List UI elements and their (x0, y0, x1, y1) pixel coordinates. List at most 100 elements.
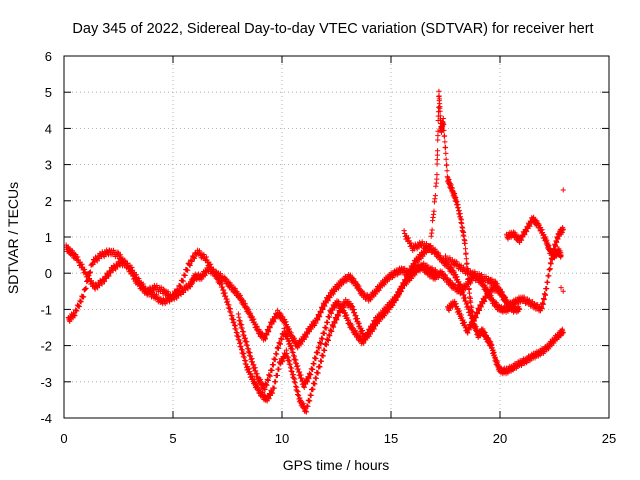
data-point (560, 187, 566, 193)
data-point (99, 281, 105, 287)
data-point (434, 272, 440, 278)
data-point (277, 341, 284, 347)
data-point (84, 278, 90, 284)
data-point (316, 345, 322, 351)
data-point (465, 281, 472, 287)
data-point (267, 325, 273, 331)
y-tick-label: 1 (45, 230, 52, 245)
y-tick-label: -2 (40, 339, 52, 354)
data-point (208, 261, 214, 267)
data-point (322, 347, 328, 354)
data-point (264, 332, 270, 338)
series-track-e (442, 224, 566, 314)
data-point (444, 168, 450, 174)
data-point (269, 390, 275, 396)
data-point (441, 121, 447, 127)
data-point (443, 156, 449, 162)
data-point (555, 236, 561, 242)
data-point (272, 357, 278, 363)
data-points (63, 88, 566, 415)
data-point (463, 250, 469, 256)
data-point (178, 283, 184, 289)
data-point (431, 208, 437, 214)
data-point (437, 103, 443, 110)
data-point (81, 266, 88, 272)
data-point (306, 376, 312, 382)
data-point (182, 272, 188, 279)
data-point (85, 277, 91, 284)
data-point (547, 266, 553, 272)
data-point (434, 176, 440, 182)
data-point (73, 307, 79, 314)
y-tick-label: 0 (45, 266, 52, 281)
data-point (165, 289, 171, 295)
data-point (332, 305, 338, 311)
data-point (462, 240, 468, 246)
data-point (187, 284, 194, 290)
data-point (559, 229, 565, 235)
data-point (442, 139, 448, 145)
x-tick-label: 10 (275, 431, 289, 446)
data-point (303, 409, 310, 415)
data-point (276, 366, 282, 372)
data-point (117, 252, 123, 258)
data-point (315, 350, 321, 356)
data-point (266, 329, 272, 335)
data-point (267, 373, 273, 379)
data-point (76, 303, 82, 309)
data-point (403, 278, 409, 284)
data-point (468, 325, 474, 331)
data-point (471, 318, 477, 324)
data-point (189, 258, 195, 265)
data-point (325, 319, 331, 326)
data-point (435, 137, 441, 143)
data-point (436, 96, 443, 102)
x-tick-label: 25 (602, 431, 616, 446)
data-point (318, 310, 324, 316)
x-tick-label: 20 (493, 431, 507, 446)
data-point (401, 228, 407, 234)
data-point (310, 366, 316, 373)
data-point (77, 298, 84, 304)
data-point (464, 260, 470, 266)
data-point (443, 150, 449, 156)
data-point (518, 237, 525, 243)
data-point (369, 326, 375, 332)
data-point (106, 247, 112, 253)
data-point (76, 304, 82, 310)
data-point (107, 269, 113, 275)
data-point (188, 258, 194, 264)
data-point (101, 278, 108, 285)
data-point (312, 381, 318, 387)
data-point (399, 285, 405, 292)
data-point (329, 328, 335, 335)
data-point (313, 375, 319, 382)
data-point (396, 292, 402, 298)
data-point (74, 308, 80, 314)
series-track-b (65, 247, 440, 415)
data-point (271, 385, 277, 391)
data-point (321, 330, 327, 337)
data-point (271, 319, 277, 325)
data-point (406, 271, 412, 277)
data-point (124, 260, 130, 266)
data-point (330, 324, 337, 330)
x-tick-label: 5 (169, 431, 176, 446)
data-point (560, 227, 566, 233)
data-point (87, 269, 94, 275)
data-point (558, 285, 564, 291)
data-point (175, 288, 181, 294)
data-point (408, 240, 414, 246)
data-point (308, 372, 314, 378)
data-point (332, 320, 338, 326)
series-track-f (503, 214, 564, 261)
data-point (83, 285, 89, 291)
data-point (365, 331, 371, 338)
data-point (307, 398, 313, 404)
data-point (481, 298, 488, 305)
y-axis-label: SDTVAR / TECUs (5, 182, 21, 294)
data-point (328, 310, 334, 316)
data-point (469, 321, 476, 327)
data-point (360, 340, 367, 346)
